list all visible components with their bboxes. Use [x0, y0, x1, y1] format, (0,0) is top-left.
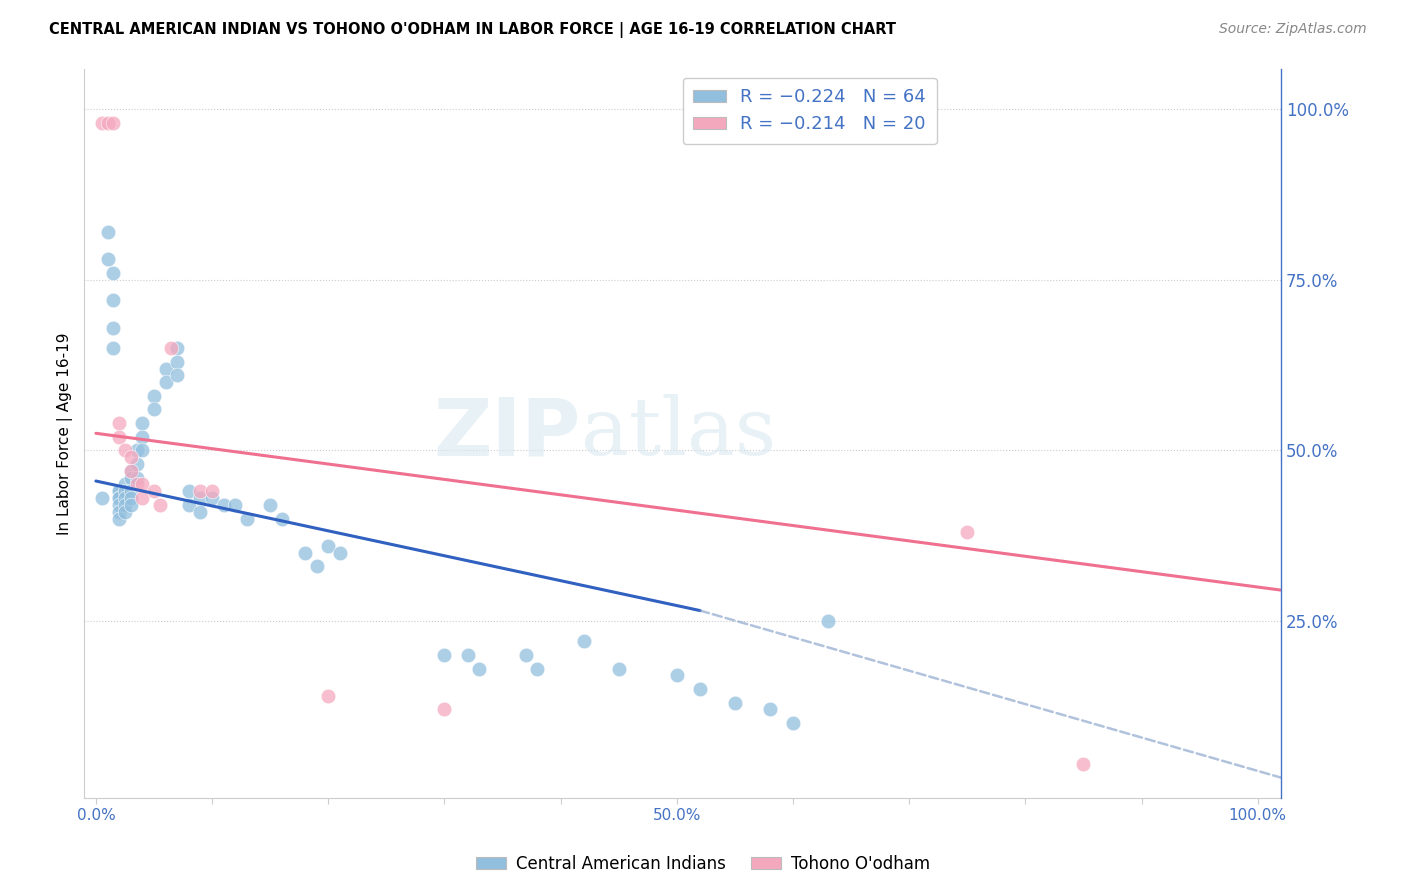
Point	[103, 116, 125, 130]
Point	[103, 293, 125, 308]
Text: CENTRAL AMERICAN INDIAN VS TOHONO O'ODHAM IN LABOR FORCE | AGE 16-19 CORRELATION: CENTRAL AMERICAN INDIAN VS TOHONO O'ODHA…	[49, 22, 896, 38]
Point	[114, 477, 136, 491]
Point	[131, 477, 153, 491]
Point	[131, 443, 153, 458]
Point	[114, 484, 136, 499]
Point	[108, 430, 131, 444]
Point	[1073, 756, 1095, 771]
Point	[166, 354, 188, 368]
Point	[108, 484, 131, 499]
Point	[782, 716, 804, 731]
Point	[433, 648, 456, 662]
Point	[125, 443, 148, 458]
Point	[108, 491, 131, 505]
Point	[90, 491, 112, 505]
Point	[294, 546, 316, 560]
Point	[125, 477, 148, 491]
Point	[160, 341, 183, 355]
Point	[212, 498, 235, 512]
Point	[108, 484, 131, 499]
Point	[114, 491, 136, 505]
Point	[572, 634, 595, 648]
Point	[316, 539, 339, 553]
Point	[120, 498, 142, 512]
Point	[114, 498, 136, 512]
Point	[329, 546, 352, 560]
Point	[468, 661, 491, 675]
Point	[224, 498, 246, 512]
Point	[103, 341, 125, 355]
Point	[96, 225, 118, 239]
Point	[108, 416, 131, 430]
Point	[305, 559, 328, 574]
Point	[155, 361, 177, 376]
Point	[190, 505, 212, 519]
Point	[457, 648, 479, 662]
Point	[956, 525, 979, 540]
Point	[143, 402, 166, 417]
Point	[201, 484, 224, 499]
Point	[108, 491, 131, 505]
Point	[120, 464, 142, 478]
Legend: R = −0.224   N = 64, R = −0.214   N = 20: R = −0.224 N = 64, R = −0.214 N = 20	[682, 78, 936, 145]
Point	[665, 668, 688, 682]
Point	[155, 375, 177, 389]
Legend: Central American Indians, Tohono O'odham: Central American Indians, Tohono O'odham	[470, 848, 936, 880]
Point	[177, 484, 200, 499]
Point	[149, 498, 172, 512]
Point	[177, 498, 200, 512]
Point	[120, 491, 142, 505]
Point	[103, 266, 125, 280]
Y-axis label: In Labor Force | Age 16-19: In Labor Force | Age 16-19	[58, 332, 73, 534]
Point	[114, 505, 136, 519]
Point	[270, 511, 292, 525]
Point	[120, 464, 142, 478]
Point	[90, 116, 112, 130]
Point	[120, 470, 142, 484]
Point	[143, 389, 166, 403]
Point	[724, 696, 747, 710]
Point	[143, 484, 166, 499]
Point	[108, 511, 131, 525]
Point	[96, 116, 118, 130]
Point	[817, 614, 839, 628]
Point	[131, 416, 153, 430]
Text: atlas: atlas	[581, 394, 776, 472]
Point	[607, 661, 630, 675]
Point	[125, 457, 148, 471]
Point	[120, 450, 142, 465]
Point	[125, 470, 148, 484]
Point	[103, 320, 125, 334]
Point	[131, 491, 153, 505]
Point	[108, 498, 131, 512]
Point	[758, 702, 780, 716]
Point	[236, 511, 259, 525]
Point	[190, 491, 212, 505]
Text: ZIP: ZIP	[433, 394, 581, 472]
Point	[96, 252, 118, 267]
Point	[259, 498, 281, 512]
Point	[120, 484, 142, 499]
Point	[515, 648, 537, 662]
Point	[316, 689, 339, 703]
Point	[526, 661, 548, 675]
Point	[114, 443, 136, 458]
Point	[131, 430, 153, 444]
Point	[166, 341, 188, 355]
Text: Source: ZipAtlas.com: Source: ZipAtlas.com	[1219, 22, 1367, 37]
Point	[190, 484, 212, 499]
Point	[689, 681, 711, 696]
Point	[433, 702, 456, 716]
Point	[108, 505, 131, 519]
Point	[166, 368, 188, 383]
Point	[201, 491, 224, 505]
